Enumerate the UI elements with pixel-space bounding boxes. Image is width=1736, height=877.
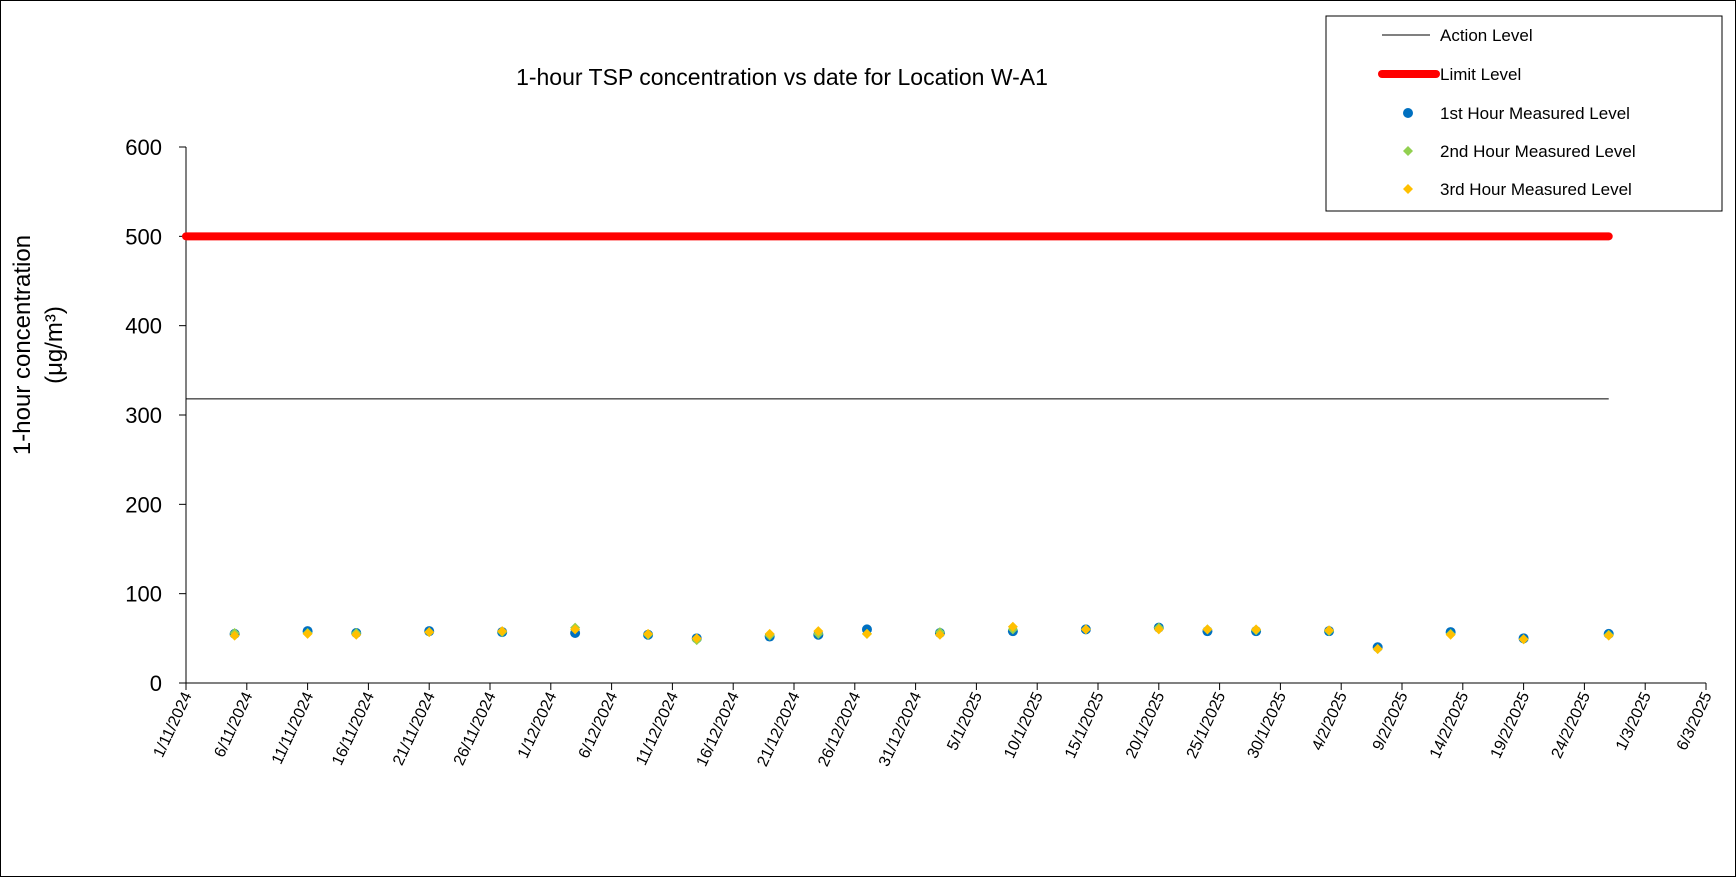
x-tick-label: 6/12/2024 — [576, 689, 622, 761]
series3-point — [1251, 624, 1262, 635]
series3-point — [570, 624, 581, 635]
series3-point — [1324, 625, 1335, 636]
x-tick-label: 14/2/2025 — [1427, 689, 1473, 761]
x-tick-label: 1/12/2024 — [515, 689, 561, 761]
x-tick-label: 11/12/2024 — [633, 689, 682, 768]
series3-point — [351, 629, 362, 640]
y-tick-label: 0 — [150, 671, 162, 696]
series3-point — [813, 626, 824, 637]
x-tick-label: 1/3/2025 — [1613, 689, 1655, 753]
data-points — [229, 621, 1614, 655]
series3-point — [424, 627, 435, 638]
y-axis-label-line1: 1-hour concentration — [9, 235, 36, 455]
series3-point — [302, 628, 313, 639]
legend-series3-marker — [1403, 184, 1413, 194]
x-tick-label: 10/1/2025 — [1001, 689, 1047, 761]
series3-point — [764, 628, 775, 639]
series3-point — [691, 633, 702, 644]
legend-series1-marker — [1403, 108, 1413, 118]
x-tick-label: 6/11/2024 — [211, 689, 256, 760]
x-tick-label: 1/11/2024 — [151, 689, 196, 760]
legend-series1-label: 1st Hour Measured Level — [1440, 104, 1630, 123]
x-tick-label: 11/11/2024 — [269, 689, 317, 767]
legend-series2-label: 2nd Hour Measured Level — [1440, 142, 1636, 161]
x-tick-label: 26/12/2024 — [815, 689, 864, 769]
x-tick-label: 30/1/2025 — [1245, 689, 1291, 761]
y-tick-label: 600 — [125, 135, 162, 160]
series3-point — [1372, 644, 1383, 655]
x-tick-label: 9/2/2025 — [1370, 689, 1412, 753]
y-tick-label: 100 — [125, 582, 162, 607]
series3-point — [1445, 629, 1456, 640]
axes: 0 100 200 300 400 500 600 1/11/2024 6/11/2024 11/… — [125, 135, 1715, 769]
x-tick-label: 24/2/2025 — [1549, 689, 1595, 761]
legend-limit-label: Limit Level — [1440, 65, 1521, 84]
y-axis-label-line2: (μg/m³) — [41, 306, 68, 384]
x-tick-label: 21/12/2024 — [754, 689, 803, 769]
x-tick-label: 19/2/2025 — [1488, 689, 1534, 761]
series3-point — [643, 628, 654, 639]
legend-series3-label: 3rd Hour Measured Level — [1440, 180, 1632, 199]
x-tick-label: 6/3/2025 — [1674, 689, 1716, 753]
x-tick-label: 21/11/2024 — [390, 689, 439, 768]
x-tick-label: 16/12/2024 — [694, 689, 743, 769]
y-axis-label: 1-hour concentration (μg/m³) — [9, 235, 68, 455]
x-tick-label: 5/1/2025 — [944, 689, 986, 753]
x-tick-label: 31/12/2024 — [876, 689, 925, 769]
series3-point — [1080, 624, 1091, 635]
x-tick-label: 4/2/2025 — [1309, 689, 1351, 753]
y-tick-label: 200 — [125, 492, 162, 517]
series3-point — [1202, 624, 1213, 635]
x-tick-label: 26/11/2024 — [451, 689, 500, 768]
series3-point — [229, 630, 240, 641]
series3-point — [934, 629, 945, 640]
legend-action-label: Action Level — [1440, 26, 1533, 45]
x-tick-label: 15/1/2025 — [1062, 689, 1108, 761]
series3-point — [497, 626, 508, 637]
legend: Action Level Limit Level 1st Hour Measur… — [1325, 15, 1723, 212]
x-tick-label: 25/1/2025 — [1184, 689, 1230, 761]
series3-point — [861, 628, 872, 639]
y-tick-label: 400 — [125, 314, 162, 339]
x-tick-label: 16/11/2024 — [329, 689, 378, 768]
reference-lines — [182, 232, 1613, 400]
x-tick-label: 20/1/2025 — [1123, 689, 1169, 761]
chart-title: 1-hour TSP concentration vs date for Loc… — [516, 64, 1048, 90]
y-tick-label: 300 — [125, 403, 162, 428]
legend-series2-marker — [1403, 146, 1413, 156]
series3-point — [1007, 621, 1018, 632]
series3-point — [1518, 634, 1529, 645]
y-tick-label: 500 — [125, 224, 162, 249]
legend-box — [1325, 15, 1723, 212]
series3-point — [1603, 630, 1614, 641]
series3-point — [1153, 624, 1164, 635]
